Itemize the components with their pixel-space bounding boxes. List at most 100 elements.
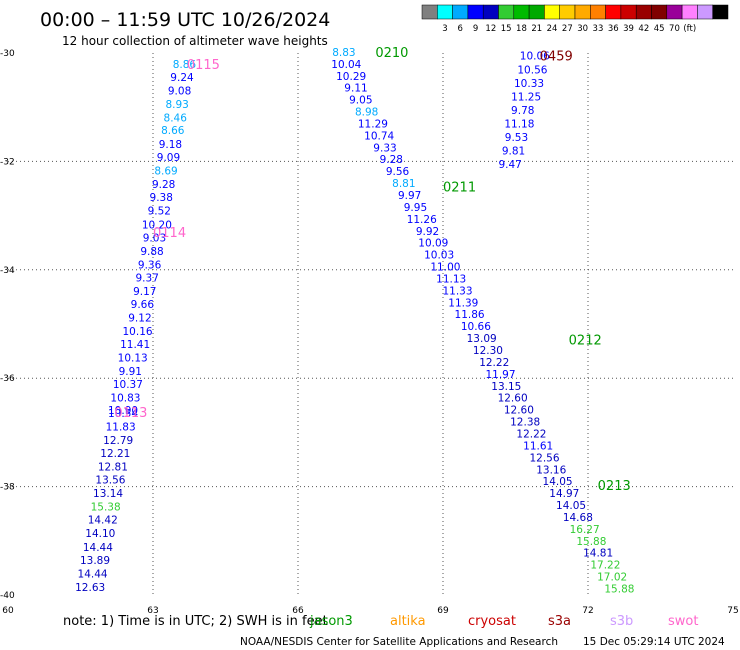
legend-swatch — [681, 4, 698, 20]
wave-height-swot: 9.88 — [140, 246, 163, 258]
credit-text: NOAA/NESDIS Center for Satellite Applica… — [240, 636, 558, 648]
legend-swatch — [590, 4, 606, 20]
legend-swatch — [452, 4, 469, 20]
y-tick-label: -32 — [0, 157, 15, 167]
legend-label: 21 — [531, 24, 542, 34]
wave-height-jason3: 11.00 — [430, 262, 460, 274]
wave-height-swot: 14.44 — [83, 542, 113, 554]
wave-height-jason3: 17.22 — [590, 560, 620, 572]
wave-height-jason3: 13.15 — [491, 381, 521, 393]
satellite-legend: jason3 altika cryosat s3a s3b swot — [309, 614, 698, 629]
wave-height-swot: 14.44 — [78, 568, 108, 580]
data-points: 8.869.249.088.938.468.669.189.098.699.28… — [75, 47, 634, 596]
wave-height-jason3: 11.13 — [436, 273, 466, 285]
x-tick-label: 72 — [582, 606, 593, 616]
satellite-s3a: s3a — [548, 614, 571, 629]
legend-swatch — [482, 4, 499, 20]
wave-height-jason3: 9.92 — [416, 226, 439, 238]
wave-height-swot: 10.20 — [142, 219, 172, 231]
wave-height-swot: 9.17 — [133, 286, 156, 298]
wave-height-jason3: 9.33 — [373, 142, 396, 154]
legend-swatch — [513, 4, 530, 20]
wave-height-swot: 9.24 — [170, 72, 194, 84]
legend-swatch — [574, 4, 591, 20]
wave-height-jason3: 9.05 — [349, 95, 372, 107]
satellite-cryosat: cryosat — [468, 614, 516, 629]
legend-swatch — [605, 4, 622, 20]
legend-swatch — [544, 4, 560, 20]
wave-height-jason3: 16.27 — [570, 524, 600, 536]
wave-height-jason3: 9.56 — [386, 166, 410, 178]
wave-height-swot: 10.83 — [110, 393, 140, 405]
wave-height-jason3: 15.88 — [576, 536, 606, 548]
wave-height-jason3: 10.09 — [418, 238, 448, 250]
wave-height-jason3: 12.30 — [473, 345, 503, 357]
legend-label: 42 — [638, 24, 649, 34]
legend-swatch — [712, 4, 729, 20]
wave-height-jason3: 14.97 — [549, 488, 579, 500]
legend-label: 18 — [516, 24, 527, 34]
y-tick-label: -38 — [0, 483, 15, 493]
x-tick-label: 66 — [292, 606, 304, 616]
wave-height-swot: 11.41 — [120, 339, 150, 351]
wave-height-s3a: 11.25 — [511, 91, 541, 103]
wave-height-jason3: 12.60 — [498, 393, 528, 405]
wave-height-jason3: 14.05 — [543, 476, 573, 488]
wave-height-swot: 10.37 — [113, 379, 143, 391]
wave-height-jason3: 10.74 — [364, 130, 394, 142]
pass-time-label: 0459 — [540, 50, 573, 65]
satellite-altika: altika — [390, 614, 426, 629]
grid — [8, 53, 733, 595]
wave-height-jason3: 13.09 — [467, 333, 497, 345]
wave-height-s3a: 10.06 — [520, 51, 550, 63]
wave-height-swot: 8.93 — [165, 99, 188, 111]
wave-height-swot: 15.38 — [91, 502, 121, 514]
y-tick-label: -36 — [0, 374, 15, 384]
wave-height-swot: 13.89 — [80, 555, 110, 567]
wave-height-swot: 12.21 — [100, 448, 130, 460]
pass-time-label: 0115 — [187, 58, 220, 73]
legend-swatch — [467, 4, 484, 20]
wave-height-swot: 9.12 — [128, 312, 151, 324]
legend-label: 39 — [623, 24, 634, 34]
legend-label: (ft) — [683, 24, 696, 34]
axis-ticks: 60 63 66 69 72 75 -30 -32 -34 -36 -38 -40 — [0, 49, 739, 616]
legend-label: 70 — [669, 24, 680, 34]
wave-height-jason3: 11.26 — [407, 214, 437, 226]
legend-swatch — [559, 4, 576, 20]
wave-height-swot: 9.08 — [168, 85, 191, 97]
legend-label: 45 — [654, 24, 665, 34]
wave-height-jason3: 12.22 — [479, 357, 509, 369]
x-tick-label: 63 — [147, 606, 158, 616]
legend-swatch — [528, 4, 545, 20]
wave-height-s3a: 10.56 — [517, 64, 547, 76]
wave-height-jason3: 14.05 — [556, 500, 586, 512]
wave-height-jason3: 8.83 — [332, 47, 355, 59]
wave-height-swot: 12.79 — [103, 435, 133, 447]
pass-time-label: 0210 — [375, 46, 408, 61]
wave-height-swot: 8.86 — [173, 59, 197, 71]
legend-label: 6 — [458, 24, 463, 34]
wave-height-swot: 9.52 — [148, 206, 171, 218]
wave-height-jason3: 12.60 — [504, 405, 534, 417]
wave-height-jason3: 11.29 — [358, 118, 388, 130]
y-tick-label: -34 — [0, 266, 15, 276]
legend-label: 3 — [442, 24, 447, 34]
wave-height-swot: 9.66 — [131, 299, 155, 311]
wave-height-swot: 10.16 — [123, 326, 153, 338]
wave-height-jason3: 10.03 — [424, 250, 454, 262]
wave-height-s3a: 11.18 — [504, 118, 534, 130]
pass-time-label: 0213 — [598, 479, 631, 494]
time-labels: 0115 0114 0113 0210 0211 0212 0213 0459 — [114, 46, 630, 494]
wave-height-jason3: 11.61 — [523, 440, 553, 452]
y-tick-label: -30 — [0, 49, 15, 59]
chart-title: 00:00 – 11:59 UTC 10/26/2024 — [40, 9, 330, 31]
wave-height-jason3: 15.88 — [604, 583, 634, 595]
wave-height-swot: 8.69 — [154, 166, 177, 178]
note-text: note: 1) Time is in UTC; 2) SWH is in fe… — [63, 614, 328, 629]
legend-label: 36 — [608, 24, 619, 34]
legend-swatch — [421, 4, 438, 20]
legend-swatch — [498, 4, 515, 20]
wave-height-jason3: 10.66 — [461, 321, 491, 333]
